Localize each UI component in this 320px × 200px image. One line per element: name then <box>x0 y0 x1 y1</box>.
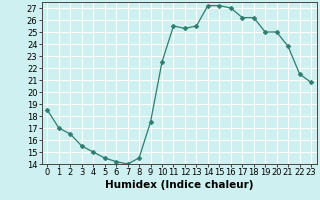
X-axis label: Humidex (Indice chaleur): Humidex (Indice chaleur) <box>105 180 253 190</box>
